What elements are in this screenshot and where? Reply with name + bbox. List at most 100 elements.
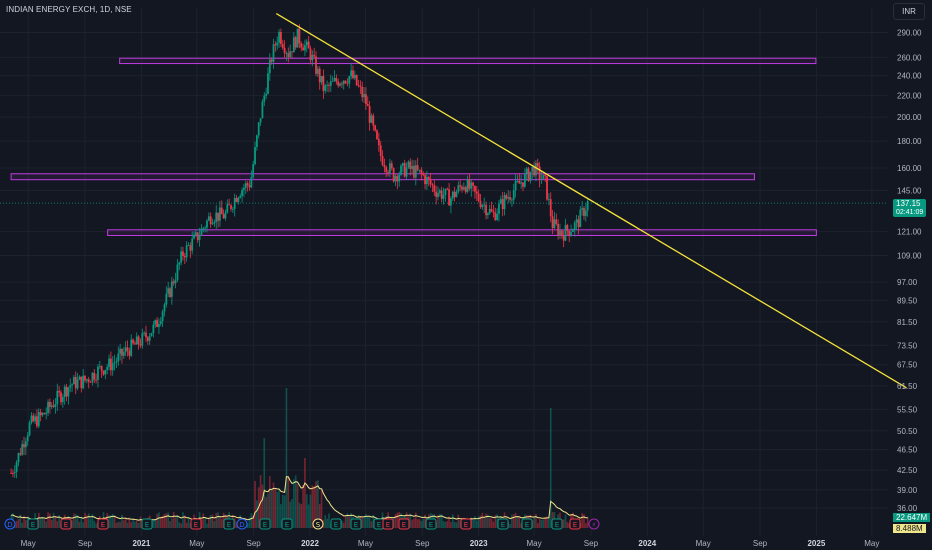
candle-body — [143, 332, 146, 334]
candle-body — [148, 336, 151, 341]
candle-body — [339, 83, 341, 86]
candle-body — [263, 95, 266, 102]
candle-body — [246, 183, 249, 186]
candle-body — [320, 75, 323, 83]
volume-bar — [137, 522, 140, 528]
candle-body — [106, 366, 109, 370]
event-marker: E — [569, 518, 581, 530]
event-marker: E — [60, 518, 72, 530]
candle-body — [413, 165, 415, 178]
symbol-title[interactable]: INDIAN ENERGY EXCH, 1D, NSE — [6, 5, 132, 14]
price-tick-label: 97.00 — [897, 278, 918, 287]
volume-bar — [411, 519, 413, 528]
event-label: S — [316, 521, 321, 529]
candle-body — [58, 390, 61, 393]
event-badge — [330, 518, 342, 530]
price-tick-label: 180.00 — [897, 137, 922, 146]
candle-body — [108, 358, 110, 367]
candle-body — [237, 197, 240, 202]
volume-bar — [49, 513, 51, 528]
candle-body — [135, 336, 138, 345]
volume-bar — [139, 516, 142, 528]
candle-body — [512, 190, 515, 200]
time-tick-label: May — [527, 539, 542, 548]
event-marker: E — [223, 518, 235, 530]
volume-bar — [300, 503, 303, 528]
volume-bar — [52, 512, 55, 528]
event-badge — [281, 518, 293, 530]
candle-body — [163, 304, 166, 312]
candle-body — [429, 179, 432, 185]
price-axis[interactable]: 290.00 260.00 240.00 220.00 200.00 180.00 160.… — [897, 28, 922, 513]
volume-bar — [416, 519, 419, 528]
volume-bar — [536, 523, 539, 528]
candle-body — [254, 147, 256, 165]
candle-body — [300, 43, 303, 48]
candle-body — [294, 37, 297, 48]
candle-body — [309, 48, 312, 61]
volume-bar — [342, 522, 345, 528]
candle-body — [459, 185, 462, 187]
time-tick-label: 2021 — [132, 539, 150, 548]
volume-bar — [15, 520, 18, 528]
candle-body — [444, 188, 447, 196]
volume-bar — [304, 458, 306, 528]
event-label: E — [101, 521, 105, 529]
descending-trendline — [275, 13, 907, 389]
candle-body — [474, 185, 476, 192]
volume-bar — [274, 488, 277, 528]
volume-bar — [78, 521, 81, 528]
candle-body — [202, 228, 205, 229]
volume-bar — [211, 514, 214, 528]
volume-bar — [341, 520, 343, 528]
event-label: E — [501, 521, 505, 529]
volume-bar — [84, 512, 86, 528]
candle-body — [527, 168, 530, 181]
candle-body — [211, 223, 214, 225]
candle-body — [523, 173, 526, 187]
candle-body — [307, 41, 310, 49]
time-axis[interactable]: May Sep 2021 May Sep 2022 May Sep 2023 May Sep 2024… — [21, 539, 880, 548]
event-badge — [190, 518, 202, 530]
event-label: E — [525, 521, 529, 529]
candle-body — [52, 405, 55, 407]
volume-bar — [424, 514, 426, 528]
candle-body — [389, 163, 391, 173]
candlestick-series — [10, 24, 589, 479]
volume-bar — [289, 501, 291, 528]
candle-body — [152, 324, 155, 333]
candle-body — [198, 235, 201, 241]
candle-body — [95, 379, 97, 381]
volume-bar — [346, 513, 349, 528]
event-badge — [382, 518, 394, 530]
volume-bar — [265, 496, 267, 528]
candle-body — [259, 118, 262, 123]
candle-body — [167, 288, 170, 294]
volume-bar — [372, 514, 375, 528]
candle-body — [248, 185, 251, 188]
volume-bar — [250, 513, 253, 528]
candle-body — [28, 422, 31, 436]
volume-bar — [415, 512, 417, 528]
candle-body — [287, 53, 290, 58]
candle-body — [161, 311, 164, 322]
volume-bar — [272, 482, 275, 528]
volume-bar — [278, 490, 280, 528]
candle-body — [560, 230, 563, 236]
currency-button[interactable]: INR — [893, 3, 925, 20]
event-marker: E — [281, 518, 293, 530]
candle-body — [134, 343, 136, 345]
candle-body — [365, 94, 367, 105]
volume-bar — [17, 519, 20, 528]
volume-bar — [220, 518, 223, 528]
volume-bar — [213, 521, 216, 528]
candle-body — [276, 42, 279, 46]
volume-bar — [128, 517, 131, 528]
candle-body — [398, 174, 401, 182]
candle-body — [522, 182, 524, 187]
event-label: E — [386, 521, 390, 529]
volume-bar — [305, 494, 308, 528]
candle-body — [453, 191, 456, 198]
volume-bar — [472, 519, 474, 528]
